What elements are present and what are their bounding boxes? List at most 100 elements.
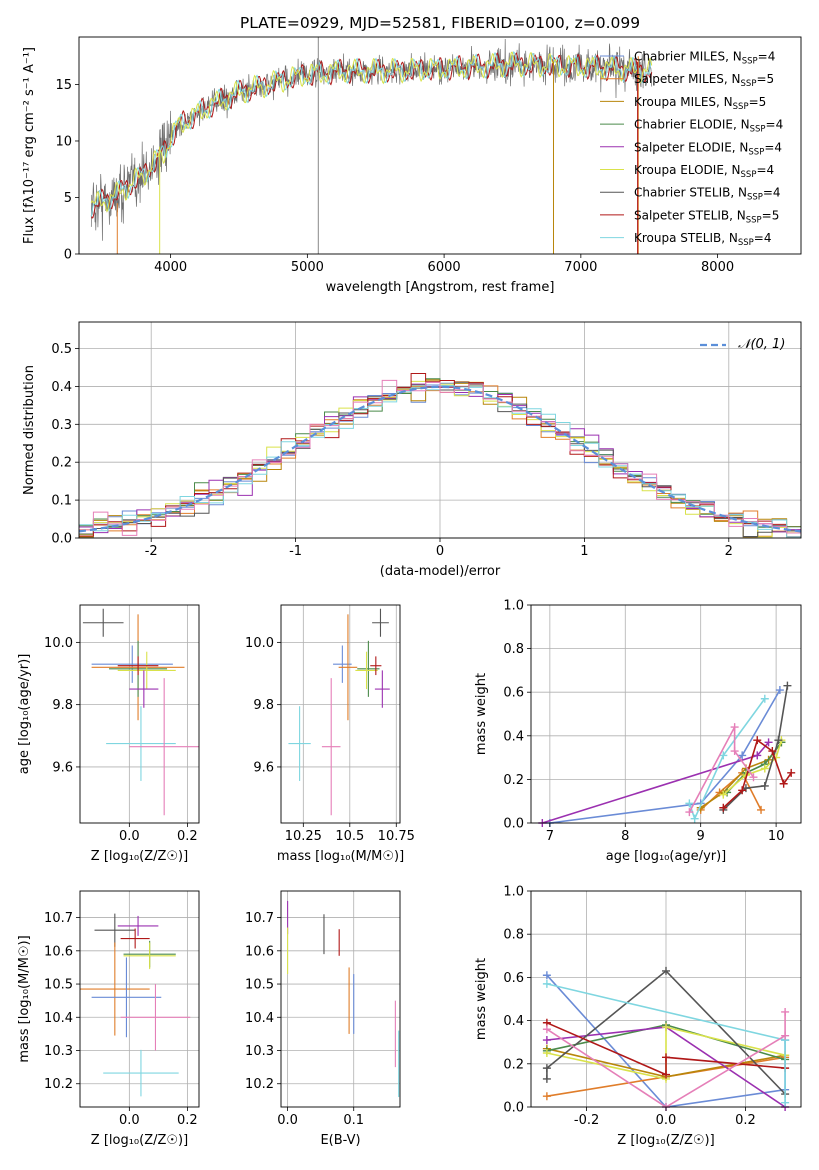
y-tick-label: 10.2 [44,1077,73,1092]
mass-weight-marker [542,971,551,980]
x-tick-label: 8 [621,829,629,844]
mass-weight-line [688,698,766,821]
mass-vs-ebv-panel: 0.0 0.1 10.2 10.3 10.4 10.5 10.6 10.7 E(B-V) [245,890,401,1148]
error-bar-point [120,928,150,949]
y-tick-label: 9.6 [253,760,274,775]
mass-weight-marker [685,799,694,808]
y-tick-label: 10.3 [245,1044,274,1059]
spectrum-panel: 4000 5000 6000 7000 8000 0 5 10 15 wavelength [An… [22,36,802,295]
legend-entry: 𝒩(0, 1) [738,337,785,352]
mass-weight-marker [760,781,769,790]
error-bar-point [321,678,341,816]
mass-weight-marker [753,736,762,745]
y-axis-label: Flux [fλ10⁻¹⁷ erg cm⁻² s⁻¹ A⁻¹] [22,47,37,244]
y-tick-label: 10.5 [44,978,73,993]
x-tick-label: 4000 [154,260,187,275]
legend-entry: Kroupa ELODIE, NSSP=4 [634,163,774,180]
error-bar-point [103,1049,179,1097]
mass-weight-line [546,1012,786,1108]
error-bar-point [117,651,176,690]
y-tick-label: 10.0 [245,636,274,651]
axes-frame [78,36,802,255]
mass-weight-line [549,689,781,824]
error-bar-point [106,706,176,781]
mass-weight-marker [775,686,784,695]
mass-weight-marker [757,805,766,814]
age-vs-mass-panel: 10.25 10.5 10.75 9.6 9.8 10.0 mass [log₁₀(M/M☉… [245,604,415,864]
y-axis-label: Normed distribution [22,365,37,495]
x-tick-label: 5000 [291,260,324,275]
mass-weight-marker [662,1053,670,1062]
x-tick-label: 0 [436,544,444,559]
mass-weight-marker [542,1049,551,1057]
error-bar-point [338,614,358,721]
model-spectrum-line [90,52,653,219]
mass-weight-marker [685,808,694,817]
x-tick-label: 0.0 [119,1113,140,1128]
y-tick-label: 10.4 [245,1011,274,1026]
x-tick-label: -2 [145,544,158,559]
legend-entry: Chabrier STELIB, NSSP=4 [634,186,781,203]
y-tick-label: 0.2 [503,773,524,788]
x-axis-label: mass [log₁₀(M/M☉)] [277,849,404,864]
mass-weight-line [688,726,755,813]
mass-weight-marker [542,1025,551,1034]
x-tick-label: 0.0 [277,1113,298,1128]
error-bar-point [129,670,159,708]
spectrum-lines [90,37,653,254]
mass-weight-marker [662,966,670,975]
x-tick-label: 0.2 [735,1113,756,1128]
x-tick-label: 2 [725,544,733,559]
error-bar-point [370,656,382,676]
y-tick-label: 10.5 [245,978,274,993]
x-axis-label: Z [log₁₀(Z/Z☉)] [617,1133,714,1148]
y-tick-label: 0.4 [503,729,524,744]
model-spectrum-line [90,51,653,213]
spectrum-legend: Chabrier MILES, NSSP=4 Salpeter MILES, NS… [600,50,783,248]
mass-weight-marker [690,814,699,823]
axes-frame [530,604,802,824]
residuals-panel: -2 -1 0 1 2 0.0 0.1 0.2 0.3 0.4 0.5 (data-model)/er… [22,321,802,579]
y-axis-label: age [log₁₀(age/yr)] [17,654,32,775]
error-bar-point [129,678,199,816]
mass-weight-line [546,1026,786,1080]
x-tick-label: -0.2 [574,1113,599,1128]
y-tick-label: 9.8 [253,698,274,713]
legend-entry: Salpeter STELIB, NSSP=5 [634,208,779,225]
mass-weight-marker [781,1098,790,1107]
legend-entry: Chabrier ELODIE, NSSP=4 [634,118,783,135]
mass-weight-marker [542,1074,551,1083]
legend-entry: Kroupa MILES, NSSP=5 [634,95,766,112]
mass-weight-line [546,969,786,1095]
x-tick-label: 8000 [701,260,734,275]
error-bar-point [333,645,352,683]
x-tick-label: 0.1 [343,1113,364,1128]
legend-entry: Salpeter ELODIE, NSSP=4 [634,140,782,157]
y-tick-label: 0.2 [51,456,72,471]
error-bar-point [355,651,378,690]
mass-weight-marker [542,1064,551,1073]
y-axis-label: mass [log₁₀(M/M☉)] [17,935,32,1062]
axes-frame [280,604,401,824]
error-bar-point [288,706,311,781]
y-tick-label: 10.4 [44,1011,73,1026]
y-axis-label: mass weight [474,673,489,755]
x-tick-label: 1 [580,544,588,559]
x-tick-label: 10.75 [378,829,415,844]
mass-weight-marker [781,1007,790,1016]
mass-weight-line [546,1022,786,1076]
figure-title: PLATE=0929, MJD=52581, FIBERID=0100, z=0… [240,14,640,32]
axes-frame [280,890,401,1108]
y-tick-label: 0.4 [503,1014,524,1029]
y-tick-label: 10 [55,134,72,149]
mass-vs-metallicity-panel: 0.0 0.2 10.2 10.3 10.4 10.5 10.6 10.7 Z [log₁₀(Z… [17,890,200,1148]
y-tick-label: 0.8 [503,642,524,657]
normal-curve [78,385,802,533]
mass-weight-marker [749,773,758,782]
y-tick-label: 0.6 [503,686,524,701]
y-tick-label: 0.5 [51,342,72,357]
y-axis-label: mass weight [474,958,489,1040]
x-tick-label: 6000 [428,260,461,275]
mass-weight-vs-age-panel: 7 8 9 10 0.0 0.2 0.4 0.6 0.8 1.0 age [log₁₀(age/yr… [474,599,802,864]
mass-weight-marker [719,751,728,760]
